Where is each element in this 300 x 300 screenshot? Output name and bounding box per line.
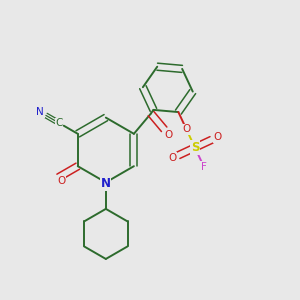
Text: O: O: [168, 153, 177, 163]
Text: O: O: [58, 176, 66, 186]
Text: N: N: [36, 107, 44, 117]
Text: O: O: [182, 124, 190, 134]
Text: N: N: [101, 177, 111, 190]
Text: C: C: [56, 118, 63, 128]
Text: S: S: [191, 141, 199, 154]
Text: F: F: [201, 162, 207, 172]
Text: O: O: [213, 132, 221, 142]
Text: O: O: [165, 130, 173, 140]
